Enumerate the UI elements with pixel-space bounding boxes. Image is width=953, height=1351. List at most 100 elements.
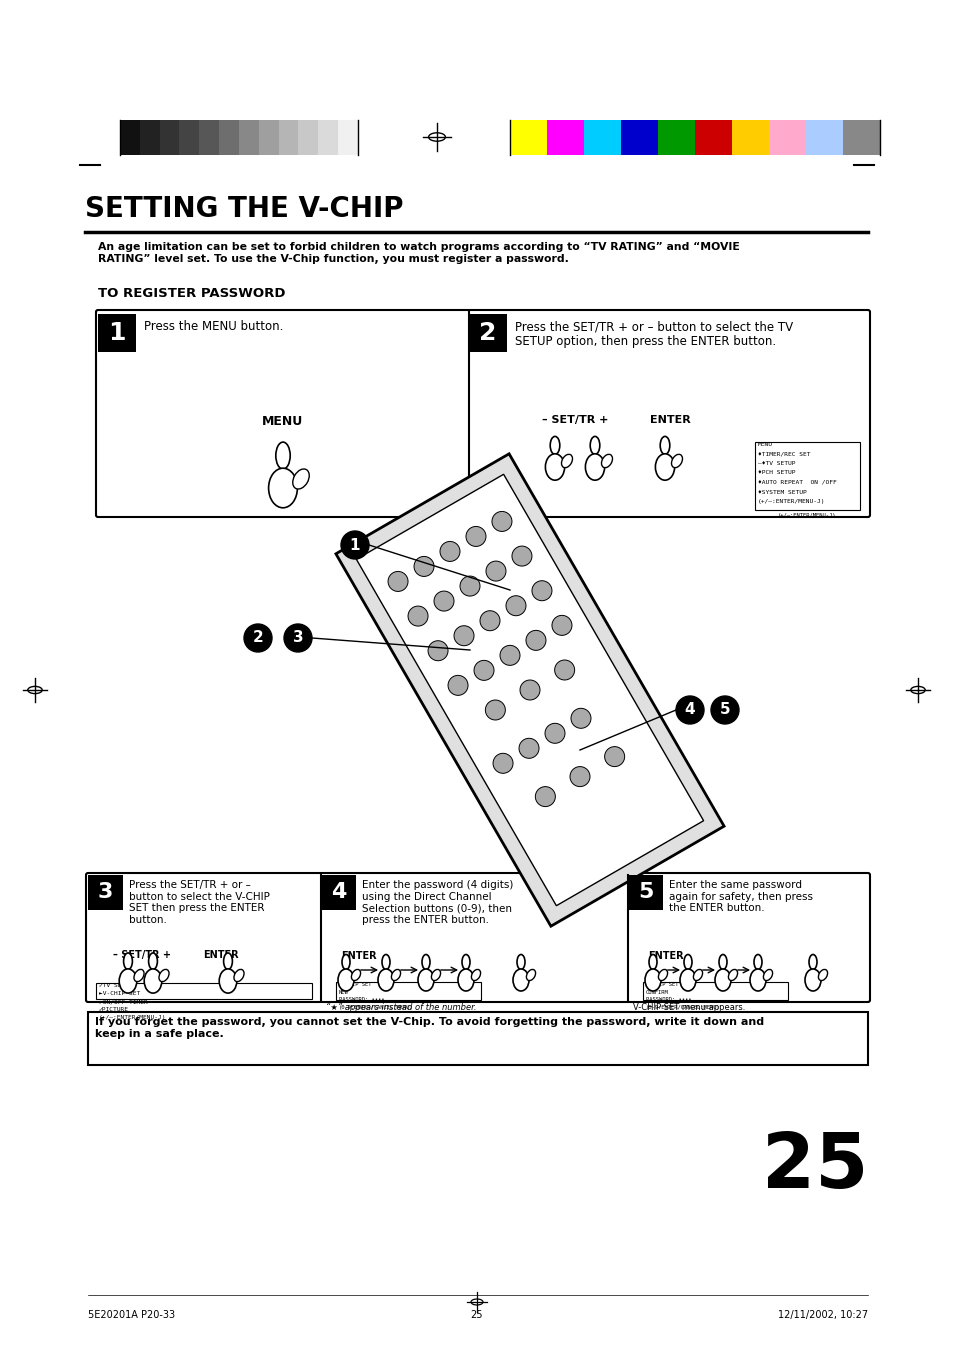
Text: If you forget the password, you cannot set the V-Chip. To avoid forgetting the p: If you forget the password, you cannot s…	[95, 1017, 763, 1039]
Ellipse shape	[804, 969, 821, 992]
Text: ►V-CHIP SET: ►V-CHIP SET	[99, 992, 140, 996]
Text: V-CHIP SET: V-CHIP SET	[645, 982, 678, 988]
Text: TO REGISTER PASSWORD: TO REGISTER PASSWORD	[98, 286, 285, 300]
Polygon shape	[335, 454, 723, 927]
Circle shape	[519, 680, 539, 700]
Text: 2: 2	[478, 322, 497, 345]
Bar	[140, 120, 159, 155]
Ellipse shape	[683, 955, 691, 970]
Bar	[695, 120, 731, 155]
Text: (+/–:ENTER/MENU-J): (+/–:ENTER/MENU-J)	[758, 499, 824, 504]
Text: ENTER: ENTER	[649, 415, 690, 426]
Circle shape	[535, 786, 555, 807]
Circle shape	[485, 700, 505, 720]
Ellipse shape	[293, 469, 309, 489]
Bar	[96, 984, 312, 998]
Circle shape	[525, 631, 545, 650]
Bar	[335, 982, 480, 1000]
Bar	[627, 875, 662, 911]
Text: CONFIRM: CONFIRM	[645, 989, 668, 994]
Ellipse shape	[124, 952, 132, 970]
Bar	[620, 120, 658, 155]
Ellipse shape	[421, 955, 430, 970]
Bar	[642, 982, 787, 1000]
Bar	[219, 120, 239, 155]
Circle shape	[710, 696, 739, 724]
Bar	[278, 120, 298, 155]
Text: SETTING THE V-CHIP: SETTING THE V-CHIP	[85, 195, 403, 223]
Text: ✓TV SETUP: ✓TV SETUP	[99, 984, 132, 988]
Ellipse shape	[471, 970, 480, 981]
Text: – SET/TR +: – SET/TR +	[112, 950, 171, 961]
Circle shape	[434, 592, 454, 611]
Text: V-CHIP SET menu appears.: V-CHIP SET menu appears.	[633, 1002, 744, 1012]
Circle shape	[492, 512, 512, 531]
Ellipse shape	[341, 955, 350, 970]
Bar	[320, 875, 355, 911]
Text: – SET/TR +: – SET/TR +	[541, 415, 608, 426]
Ellipse shape	[381, 955, 390, 970]
Ellipse shape	[719, 955, 726, 970]
Circle shape	[414, 557, 434, 577]
Ellipse shape	[457, 969, 474, 992]
Ellipse shape	[513, 969, 529, 992]
FancyBboxPatch shape	[96, 309, 869, 517]
Circle shape	[512, 546, 532, 566]
Ellipse shape	[644, 969, 660, 992]
Ellipse shape	[808, 955, 816, 970]
Text: ENTER: ENTER	[340, 951, 376, 961]
Text: ♦AUTO REPEAT  ON /OFF: ♦AUTO REPEAT ON /OFF	[758, 480, 836, 485]
Text: 3: 3	[293, 631, 303, 646]
Bar	[805, 120, 842, 155]
Bar	[469, 313, 506, 353]
Text: An age limitation can be set to forbid children to watch programs according to “: An age limitation can be set to forbid c…	[98, 242, 739, 263]
Text: Press the SET/TR + or – button to select the TV
SETUP option, then press the ENT: Press the SET/TR + or – button to select…	[515, 320, 792, 349]
Text: MENU: MENU	[262, 415, 303, 428]
Bar	[658, 120, 695, 155]
Circle shape	[676, 696, 703, 724]
Circle shape	[388, 571, 408, 592]
Text: 4: 4	[684, 703, 695, 717]
Bar	[754, 442, 859, 509]
Ellipse shape	[659, 436, 669, 454]
Circle shape	[604, 747, 624, 766]
Circle shape	[532, 581, 552, 601]
Ellipse shape	[526, 970, 535, 981]
Ellipse shape	[233, 970, 244, 982]
Circle shape	[465, 527, 485, 546]
Ellipse shape	[337, 969, 354, 992]
Circle shape	[518, 738, 538, 758]
Ellipse shape	[517, 955, 524, 970]
Text: ♦TIMER/REC SET: ♦TIMER/REC SET	[758, 451, 810, 457]
Text: ENTER: ENTER	[647, 951, 683, 961]
Circle shape	[428, 640, 448, 661]
Circle shape	[544, 723, 564, 743]
Circle shape	[244, 624, 272, 653]
Ellipse shape	[133, 970, 144, 982]
Text: 1: 1	[108, 322, 126, 345]
Text: Press the MENU button.: Press the MENU button.	[144, 320, 283, 332]
Text: Enter the same password
again for safety, then press
the ENTER button.: Enter the same password again for safety…	[668, 880, 812, 913]
Ellipse shape	[219, 969, 236, 993]
Ellipse shape	[585, 454, 604, 480]
Circle shape	[552, 615, 572, 635]
Text: 25: 25	[760, 1129, 867, 1204]
Text: 4: 4	[331, 882, 346, 902]
Text: ✓PICTURE: ✓PICTURE	[99, 1006, 129, 1012]
Bar	[337, 120, 357, 155]
Ellipse shape	[693, 970, 701, 981]
Ellipse shape	[159, 970, 169, 982]
Text: “★” appears instead of the number.: “★” appears instead of the number.	[326, 1002, 476, 1012]
Ellipse shape	[431, 970, 440, 981]
Bar	[842, 120, 879, 155]
Ellipse shape	[749, 969, 765, 992]
Ellipse shape	[550, 436, 559, 454]
Bar	[510, 120, 546, 155]
Circle shape	[340, 531, 369, 559]
Ellipse shape	[275, 442, 290, 469]
Ellipse shape	[223, 952, 233, 970]
Text: ✓ON/OFF TIMER: ✓ON/OFF TIMER	[99, 998, 148, 1004]
Polygon shape	[356, 474, 703, 905]
Bar	[179, 120, 199, 155]
Ellipse shape	[391, 970, 400, 981]
